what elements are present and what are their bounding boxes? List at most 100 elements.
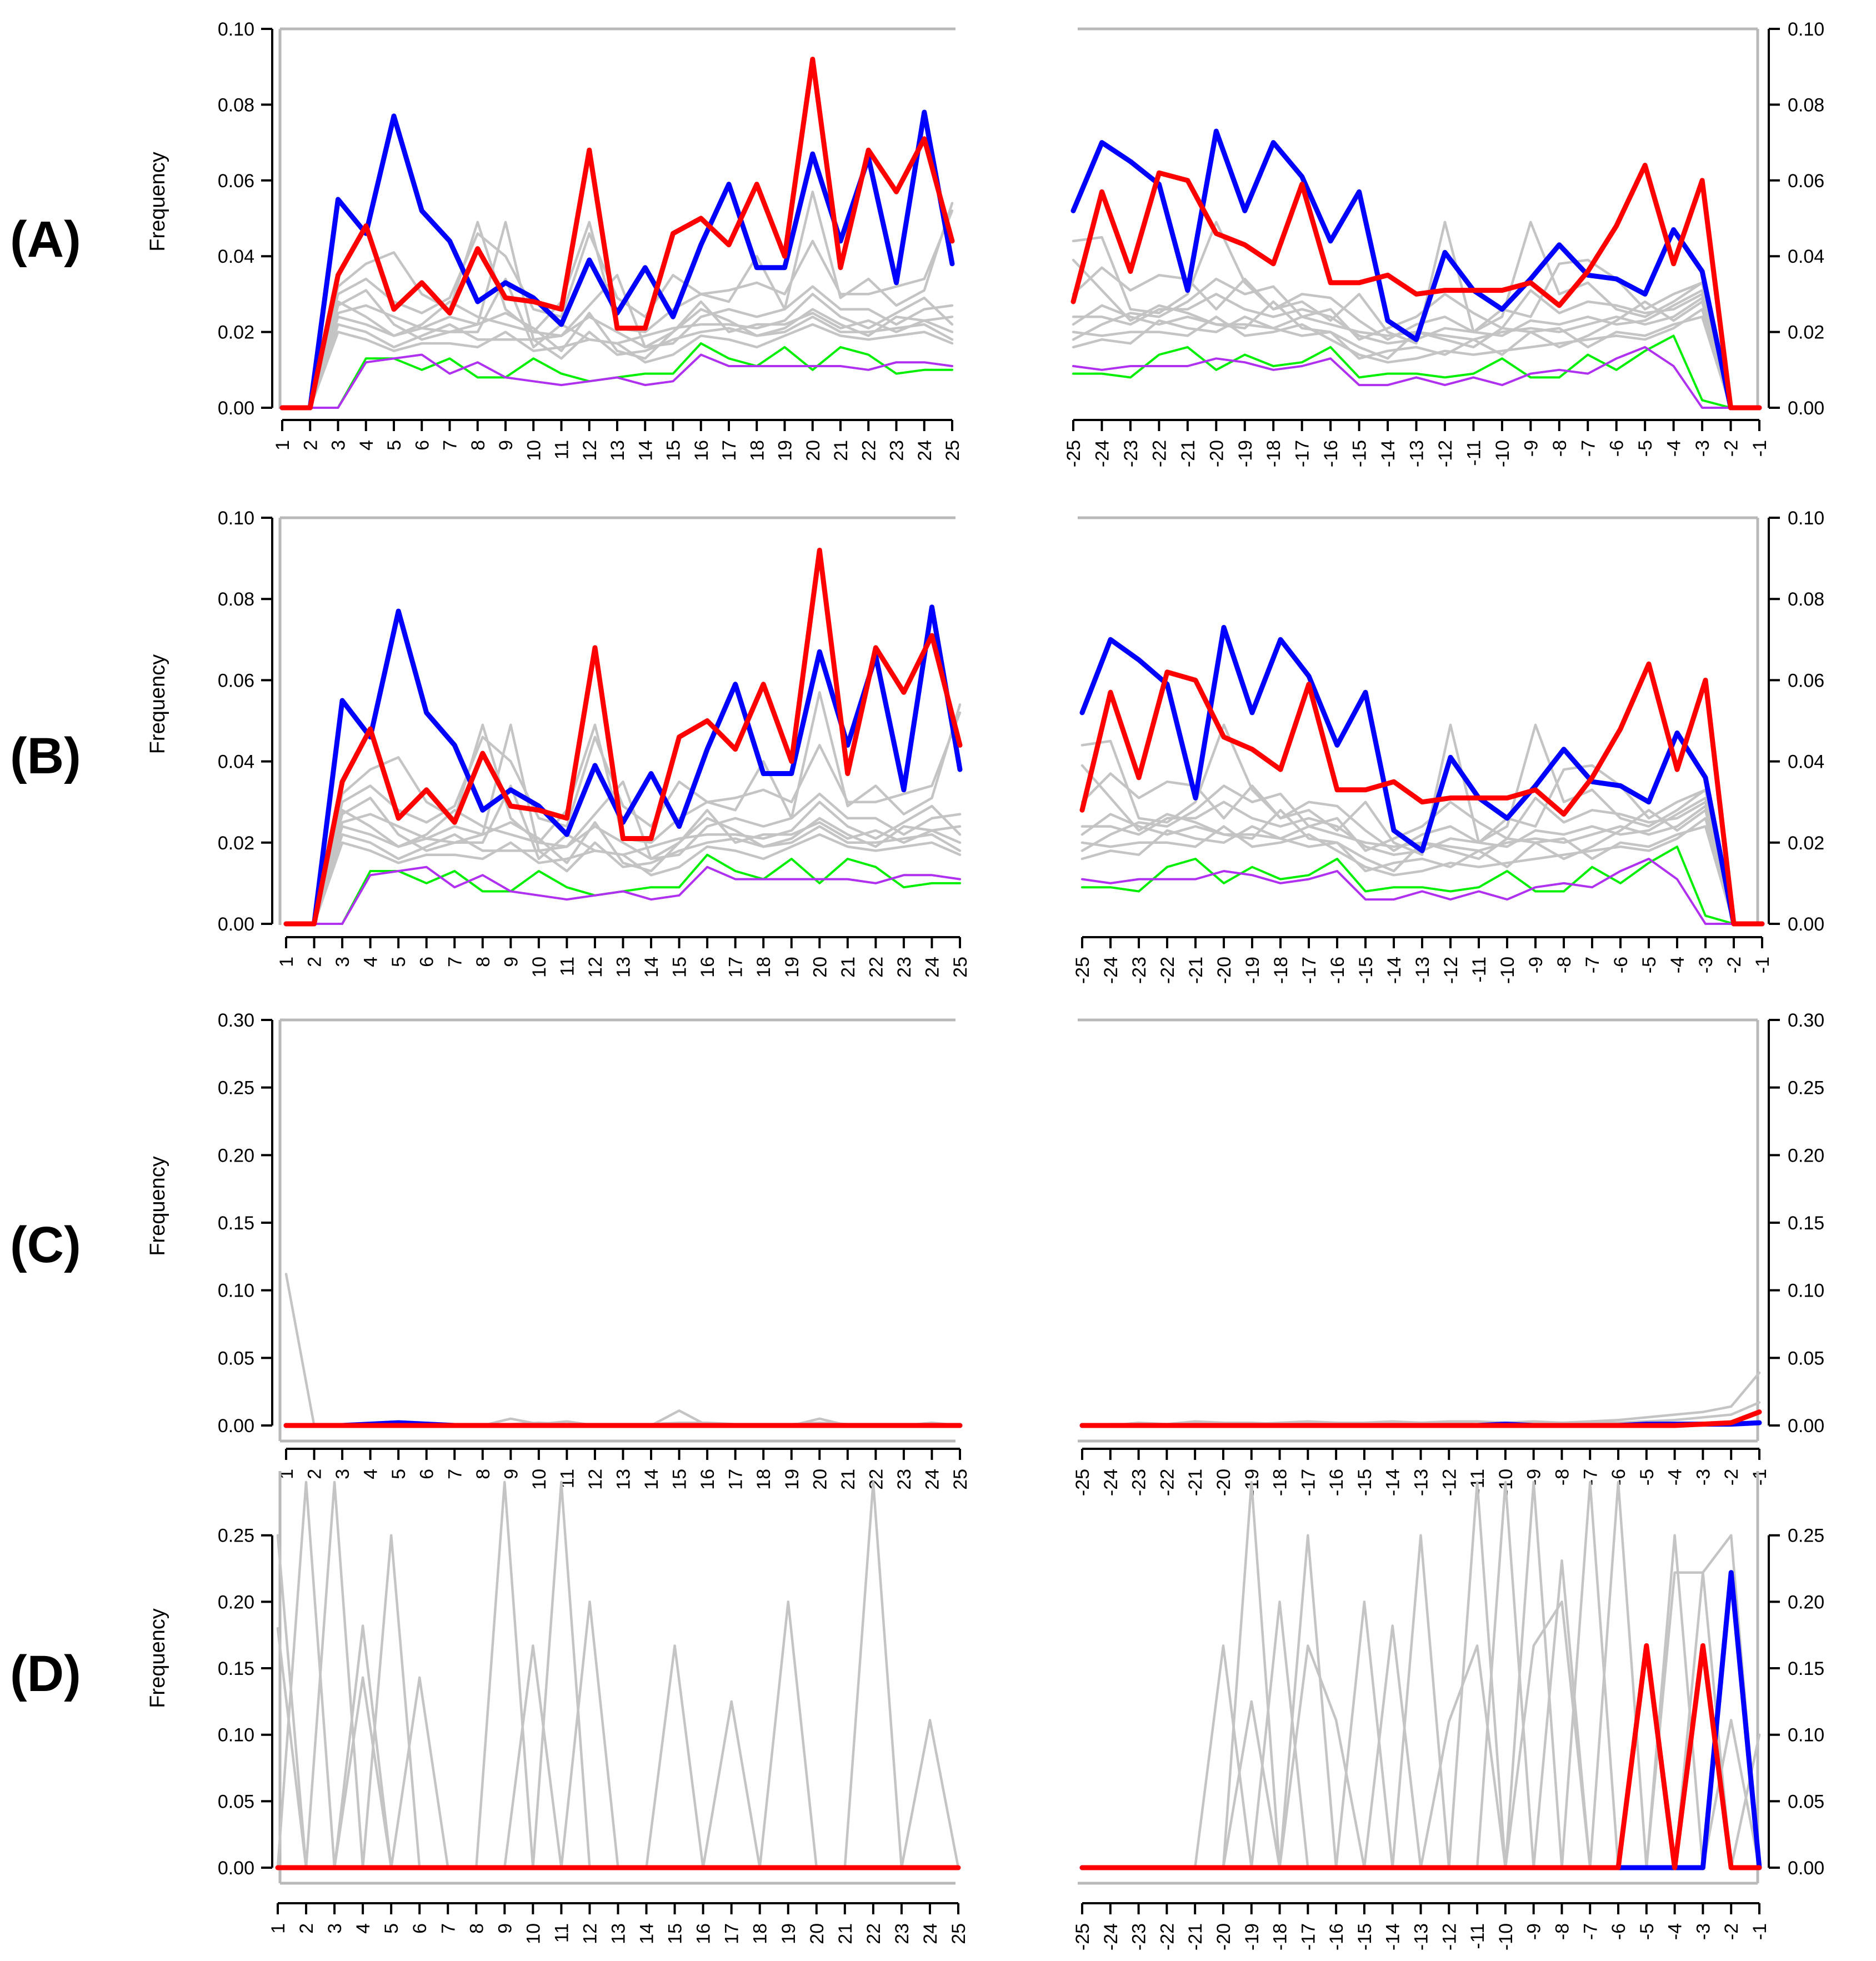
x-tick-label: 21 <box>838 957 859 978</box>
x-tick-label: 19 <box>775 440 796 461</box>
x-tick-label: 19 <box>778 1923 799 1944</box>
x-tick-label: 19 <box>782 957 803 978</box>
x-tick-label: 16 <box>697 957 718 978</box>
x-tick-label: -1 <box>1749 1923 1770 1940</box>
x-tick-label: 23 <box>894 1469 915 1490</box>
x-tick-label: -14 <box>1378 440 1399 467</box>
x-tick-label: 14 <box>635 440 656 461</box>
x-tick-label: 20 <box>809 1469 831 1490</box>
x-tick-label: -6 <box>1607 440 1628 457</box>
x-tick-label: 7 <box>444 957 466 967</box>
subplot-left: 1 2 3 4 5 6 7 8 9 10 11 12 13 14 15 16 17 18 19 20 21 22 23 24 2… <box>268 1480 969 1944</box>
subplot-right: -25 -24 -23 -22 -21 -20 -19 -18 -17 -16 -15 -14 -13-… <box>1072 624 1773 984</box>
x-tick-label: 23 <box>894 957 915 978</box>
x-tick-label: 5 <box>388 957 409 967</box>
x-tick-label: -4 <box>1665 1469 1686 1485</box>
x-tick-label: -10 <box>1497 957 1518 984</box>
x-tick-label: 6 <box>417 1469 438 1479</box>
x-tick-label: -25 <box>1063 440 1084 467</box>
x-tick-label: 12 <box>585 1469 606 1490</box>
x-tick-label: -20 <box>1214 957 1235 984</box>
x-tick-label: 22 <box>858 440 879 461</box>
x-tick-label: -22 <box>1157 1469 1178 1496</box>
panel-label: (A) <box>10 211 81 268</box>
x-tick-label: 1 <box>276 957 297 967</box>
series-line-grey-0 <box>1080 1480 1761 1869</box>
y-tick-label-left: 0.05 <box>218 1348 254 1369</box>
x-tick-label: 20 <box>803 440 824 461</box>
x-tick-label: 7 <box>444 1469 466 1479</box>
x-tick-label: 11 <box>557 957 578 976</box>
x-tick-label: -1 <box>1749 440 1770 457</box>
x-tick-label: -12 <box>1439 1923 1460 1950</box>
x-tick-label: 5 <box>381 1923 402 1934</box>
series-line-grey-11 <box>284 723 962 926</box>
x-tick-label: 25 <box>950 1469 971 1490</box>
series-line-red-3 <box>1079 1409 1762 1428</box>
x-tick-label: 9 <box>496 440 517 451</box>
x-tick-label: -17 <box>1299 957 1320 984</box>
subplot-right: -25 -24 -23 -22 -21 -20 -19 -18 -17 -16 -15 -14 -13-… <box>1063 128 1770 467</box>
series-line-grey-9 <box>1072 277 1761 409</box>
x-tick-label: 8 <box>473 1469 494 1479</box>
y-tick-label-left: 0.05 <box>218 1791 254 1812</box>
y-tick-label-left: 0.06 <box>218 171 254 192</box>
x-tick-label: -4 <box>1665 1923 1686 1940</box>
y-tick-label-left: 0.04 <box>218 752 254 773</box>
x-tick-label: 13 <box>613 957 634 978</box>
x-tick-label: 24 <box>914 440 936 461</box>
y-axis-label: Frequency <box>146 1156 169 1256</box>
series-line-green-2 <box>281 342 953 409</box>
x-tick-label: -17 <box>1298 1469 1319 1496</box>
x-tick-label: -13 <box>1407 440 1428 467</box>
y-tick-label-right: 0.10 <box>1788 508 1824 529</box>
y-tick-label-right: 0.05 <box>1788 1791 1824 1812</box>
x-tick-label: -18 <box>1270 1469 1291 1496</box>
x-tick-label: 18 <box>753 957 774 978</box>
series-line-grey-8 <box>1080 825 1764 926</box>
x-tick-label: -18 <box>1270 1923 1291 1950</box>
series-line-grey-7 <box>284 813 962 926</box>
x-tick-label: 3 <box>332 1469 353 1479</box>
y-tick-label-right: 0.20 <box>1788 1592 1824 1613</box>
series-line-grey-4 <box>1080 723 1764 926</box>
x-tick-label: 21 <box>835 1923 856 1944</box>
y-tick-label-right: 0.15 <box>1788 1213 1824 1234</box>
x-tick-label: -9 <box>1520 440 1542 457</box>
x-tick-label: 21 <box>831 440 852 461</box>
y-tick-label-left: 0.10 <box>218 508 254 529</box>
x-tick-label: -8 <box>1554 957 1575 973</box>
x-tick-label: 10 <box>529 957 550 978</box>
x-tick-label: -11 <box>1467 1923 1488 1949</box>
x-tick-label: -24 <box>1100 1469 1122 1496</box>
y-tick-label-left: 0.30 <box>218 1010 254 1031</box>
y-tick-label-right: 0.02 <box>1788 322 1824 343</box>
x-tick-label: 23 <box>892 1923 913 1944</box>
panel-label: (C) <box>10 1217 81 1273</box>
x-tick-label: 10 <box>529 1469 550 1490</box>
x-tick-label: 20 <box>807 1923 828 1944</box>
x-tick-label: -7 <box>1578 440 1599 457</box>
x-tick-label: -17 <box>1298 1923 1319 1950</box>
x-tick-label: -10 <box>1492 440 1513 467</box>
x-tick-label: 17 <box>726 957 747 978</box>
y-tick-label-left: 0.00 <box>218 914 254 935</box>
series-line-red-1 <box>1070 163 1762 411</box>
x-tick-label: -2 <box>1721 1469 1742 1485</box>
x-tick-label: 20 <box>809 957 831 978</box>
x-tick-label: 18 <box>747 440 768 461</box>
x-tick-label: 2 <box>304 957 326 967</box>
x-tick-label: -22 <box>1149 440 1170 467</box>
x-tick-label: 17 <box>719 440 740 461</box>
x-tick-label: 1 <box>272 440 293 451</box>
x-tick-label: -20 <box>1213 1923 1234 1950</box>
x-tick-label: 9 <box>501 957 522 967</box>
y-tick-label-right: 0.00 <box>1788 1415 1824 1437</box>
x-tick-label: -8 <box>1552 1923 1573 1940</box>
x-tick-label: 11 <box>552 440 573 459</box>
x-tick-label: 12 <box>579 440 601 461</box>
y-tick-label-left: 0.02 <box>218 322 254 343</box>
x-tick-label: 17 <box>726 1469 747 1490</box>
x-tick-label: -24 <box>1092 440 1113 467</box>
